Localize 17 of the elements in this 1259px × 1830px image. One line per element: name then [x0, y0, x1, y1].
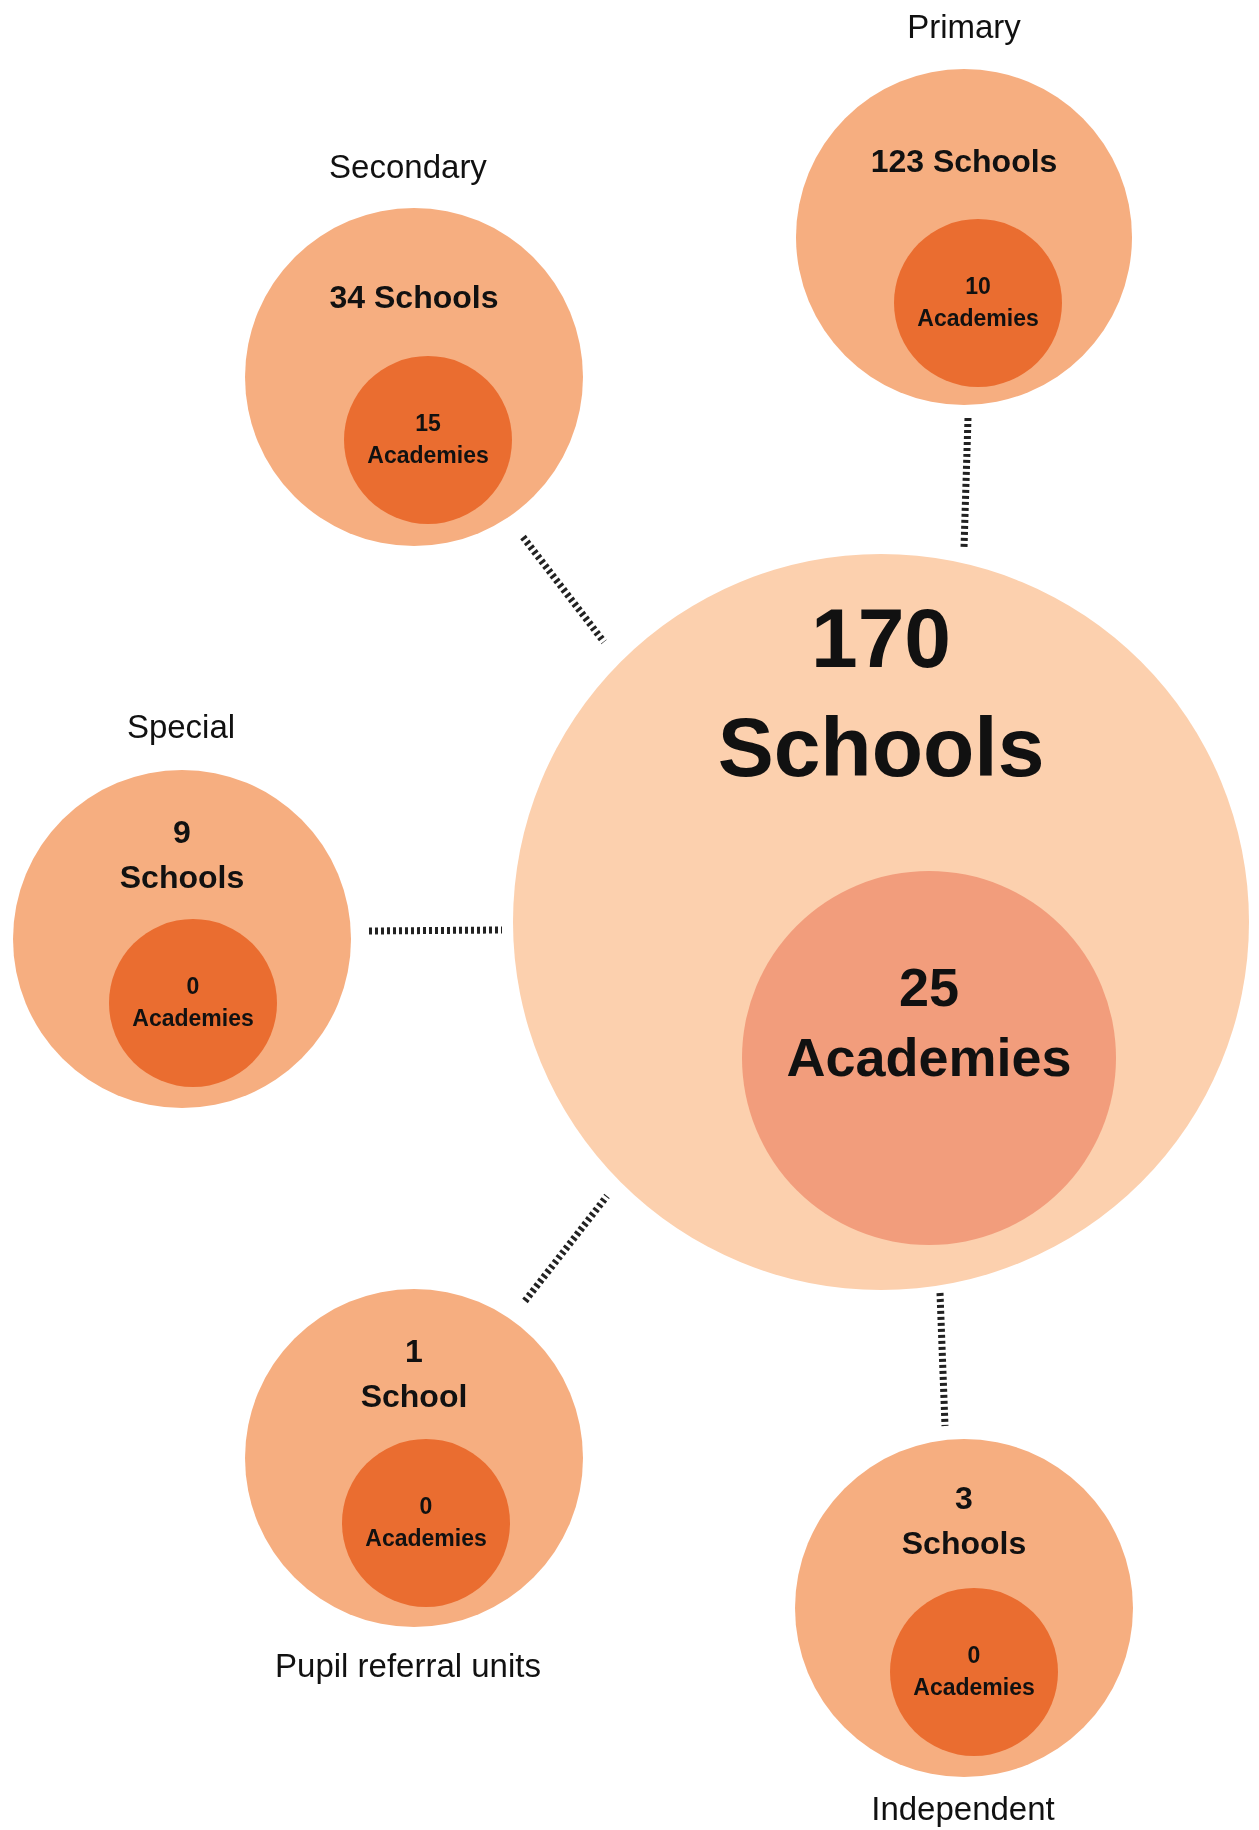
data-label: 0 Academies — [365, 1493, 487, 1551]
data-label: 3 Schools — [901, 1480, 1027, 1561]
category-label: Independent — [871, 1790, 1055, 1827]
data-label: 0 Academies — [913, 1642, 1035, 1700]
data-label: 15 Academies — [367, 410, 489, 468]
data-label: 10 Academies — [917, 273, 1039, 331]
category-label: Pupil referral units — [275, 1647, 541, 1684]
data-label: 123 Schools — [870, 143, 1058, 179]
data-label: 1 School — [360, 1333, 468, 1414]
text: 170 Schools — [717, 591, 1045, 794]
category-label: Special — [126, 708, 236, 745]
category-label: Secondary — [329, 148, 488, 185]
text: 25 Academies — [786, 957, 1072, 1087]
data-label: 9 Schools — [119, 814, 245, 895]
category-label: Primary — [907, 8, 1022, 45]
data-label: 34 Schools — [329, 279, 499, 315]
data-label: 0 Academies — [132, 973, 254, 1031]
